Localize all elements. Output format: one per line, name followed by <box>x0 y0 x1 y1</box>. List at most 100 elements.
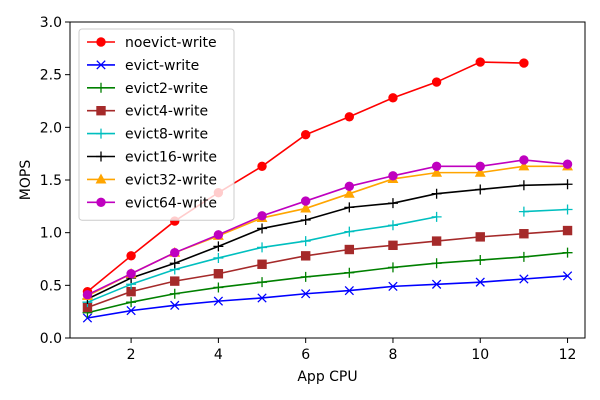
legend-label: evict64-write <box>125 195 217 211</box>
legend-label: evict32-write <box>125 172 217 188</box>
legend-label: evict8-write <box>125 127 208 143</box>
data-point <box>562 225 573 236</box>
series-line <box>87 229 568 309</box>
data-point <box>300 130 311 140</box>
data-point <box>344 244 355 255</box>
data-point <box>126 269 136 279</box>
data-point <box>475 277 485 287</box>
data-point <box>387 220 398 231</box>
data-point <box>562 247 573 258</box>
legend-label: evict4-write <box>125 104 208 120</box>
series-line <box>523 208 568 213</box>
y-tick-label: 0.0 <box>40 331 62 347</box>
data-point <box>213 230 224 240</box>
data-point <box>475 57 485 67</box>
legend: noevict-write evict-write evict2-write evic… <box>78 28 235 221</box>
x-axis: 2 4 6 8 10 12 <box>127 338 577 363</box>
series-evict8-write <box>82 204 573 308</box>
data-point <box>96 151 106 162</box>
data-point <box>126 251 136 261</box>
data-point <box>96 37 106 47</box>
data-point <box>519 274 529 284</box>
data-point <box>300 251 311 261</box>
y-tick-label: 1.0 <box>40 226 62 242</box>
data-point <box>519 229 529 239</box>
data-point <box>519 155 529 165</box>
legend-item: evict64-write <box>87 195 217 211</box>
data-point <box>344 112 355 122</box>
y-tick-label: 3.0 <box>40 15 62 31</box>
data-point <box>213 282 224 293</box>
legend-item: noevict-write <box>87 35 217 51</box>
data-point <box>126 297 137 308</box>
data-point <box>126 305 136 316</box>
legend-item: evict4-write <box>87 104 208 120</box>
data-point <box>300 202 312 213</box>
data-point <box>344 181 355 192</box>
data-point <box>301 289 311 299</box>
series-evict4-write <box>82 225 573 313</box>
data-point <box>518 251 529 262</box>
series-line <box>87 183 568 300</box>
data-point <box>474 166 486 177</box>
data-point <box>257 161 267 172</box>
y-tick-label: 2.5 <box>40 68 62 84</box>
data-point <box>170 276 180 286</box>
data-point <box>344 202 355 213</box>
series-layer <box>82 57 573 323</box>
data-point <box>213 296 224 306</box>
data-point <box>169 258 180 269</box>
data-point <box>562 271 573 281</box>
data-point <box>170 300 180 311</box>
legend-label: evict2-write <box>125 81 208 97</box>
data-point <box>213 252 224 263</box>
legend-item: evict16-write <box>87 150 217 166</box>
data-point <box>475 161 485 172</box>
data-point <box>562 179 573 190</box>
data-point <box>213 269 224 279</box>
data-point <box>518 160 530 171</box>
data-point <box>96 128 106 139</box>
series-evict16-write <box>82 179 573 305</box>
data-point <box>431 161 442 172</box>
data-point <box>518 180 529 191</box>
data-point <box>431 211 442 222</box>
x-tick-label: 12 <box>559 347 577 363</box>
data-point <box>257 293 267 303</box>
data-point <box>562 204 573 215</box>
x-tick-label: 10 <box>471 347 489 363</box>
data-point <box>431 166 443 177</box>
data-point <box>95 173 107 184</box>
legend-label: evict-write <box>125 58 199 74</box>
series-line <box>87 251 568 314</box>
data-point <box>475 232 485 242</box>
data-point <box>213 241 224 252</box>
data-point <box>388 171 398 181</box>
x-tick-label: 8 <box>389 347 398 363</box>
data-point <box>257 242 268 253</box>
data-point <box>96 197 106 208</box>
data-point <box>344 226 355 237</box>
y-axis: 0.0 0.5 1.0 1.5 2.0 2.5 3.0 <box>40 15 70 347</box>
data-point <box>82 313 93 323</box>
x-axis-title: App CPU <box>297 369 357 385</box>
data-point <box>519 58 529 68</box>
data-point <box>562 159 573 169</box>
y-tick-label: 0.5 <box>40 278 62 294</box>
x-tick-label: 4 <box>214 347 223 363</box>
data-point <box>475 255 486 266</box>
data-point <box>96 106 106 116</box>
data-point <box>387 262 398 273</box>
y-tick-label: 2.0 <box>40 120 62 136</box>
x-tick-label: 6 <box>301 347 310 363</box>
data-point <box>96 82 106 93</box>
data-point <box>388 93 398 103</box>
data-point <box>300 271 311 282</box>
data-point <box>169 288 180 299</box>
data-point <box>387 198 398 209</box>
data-point <box>300 196 311 206</box>
y-axis-title: MOPS <box>18 160 34 201</box>
series-evict2-write <box>82 247 573 318</box>
data-point <box>431 279 442 289</box>
data-point <box>257 277 268 288</box>
